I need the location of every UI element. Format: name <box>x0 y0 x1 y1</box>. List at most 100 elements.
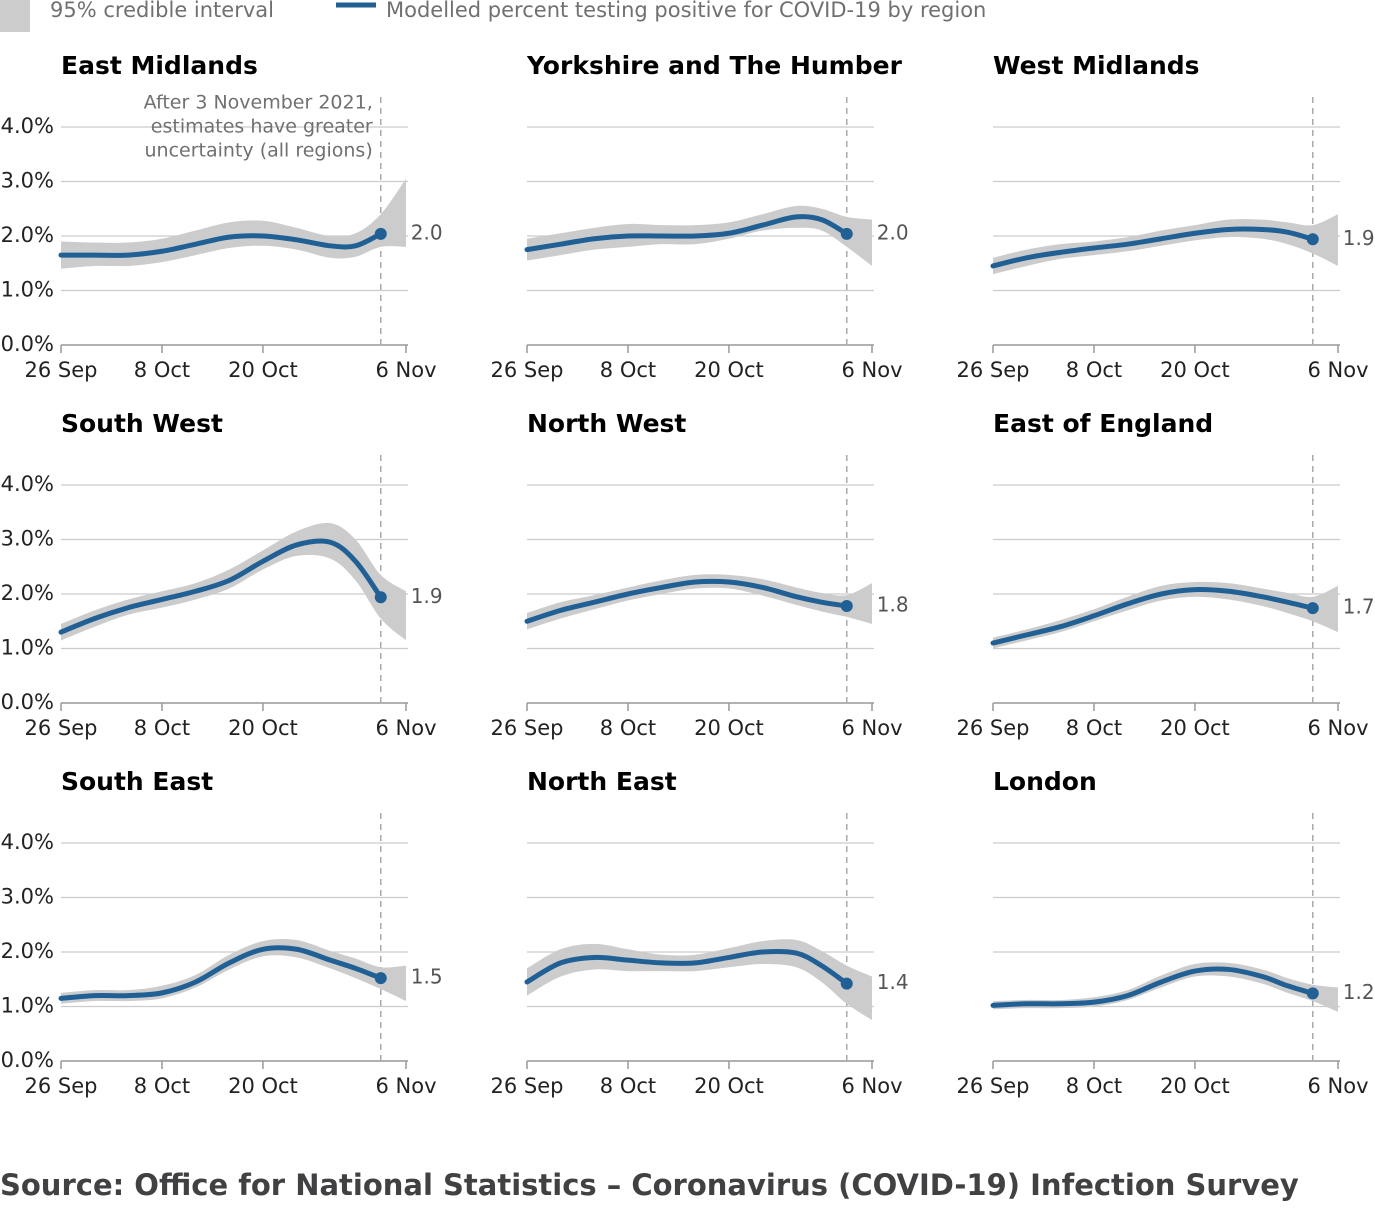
x-tick-label: 8 Oct <box>134 716 190 740</box>
value-label: 2.0 <box>877 220 909 244</box>
value-label: 1.4 <box>877 970 909 994</box>
x-tick-label: 6 Nov <box>375 358 436 382</box>
value-label: 1.9 <box>411 584 443 608</box>
x-tick-label: 26 Sep <box>491 1074 564 1098</box>
panel-title: North West <box>527 409 686 438</box>
x-tick-label: 6 Nov <box>1307 716 1368 740</box>
y-tick-label: 2.0% <box>1 581 54 605</box>
panel-title: East Midlands <box>61 51 258 80</box>
x-tick-label: 26 Sep <box>491 716 564 740</box>
panel-title: Yorkshire and The Humber <box>526 51 903 80</box>
x-tick-label: 8 Oct <box>600 716 656 740</box>
panel-title: East of England <box>993 409 1213 438</box>
panel-title: South East <box>61 767 213 796</box>
y-tick-label: 4.0% <box>1 472 54 496</box>
x-tick-label: 8 Oct <box>134 1074 190 1098</box>
end-point <box>374 591 387 604</box>
value-label: 1.5 <box>411 965 443 989</box>
x-tick-label: 8 Oct <box>1066 716 1122 740</box>
x-tick-label: 20 Oct <box>694 358 764 382</box>
x-tick-label: 26 Sep <box>25 358 98 382</box>
value-label: 2.0 <box>411 220 443 244</box>
value-label: 1.9 <box>1343 226 1375 250</box>
x-tick-label: 20 Oct <box>228 716 298 740</box>
y-tick-label: 0.0% <box>1 1048 54 1072</box>
x-tick-label: 6 Nov <box>841 1074 902 1098</box>
x-tick-label: 6 Nov <box>841 358 902 382</box>
y-tick-label: 3.0% <box>1 527 54 551</box>
value-label: 1.8 <box>877 592 909 616</box>
x-tick-label: 26 Sep <box>491 358 564 382</box>
credible-band <box>993 214 1338 275</box>
source: Source: Office for National Statistics –… <box>0 1168 1299 1202</box>
line <box>990 587 1316 646</box>
line <box>990 226 1316 269</box>
y-tick-label: 4.0% <box>1 114 54 138</box>
credible-band <box>527 939 872 1021</box>
credible-band <box>61 522 406 641</box>
line <box>990 966 1316 1008</box>
x-tick-label: 8 Oct <box>1066 358 1122 382</box>
panel-title: West Midlands <box>993 51 1200 80</box>
end-point <box>1306 602 1319 615</box>
line <box>58 538 384 635</box>
value-label: 1.7 <box>1343 595 1375 619</box>
x-tick-label: 6 Nov <box>1307 358 1368 382</box>
value-label: 1.2 <box>1343 980 1375 1004</box>
y-tick-label: 1.0% <box>1 636 54 660</box>
annotation: After 3 November 2021, <box>144 92 373 114</box>
annotation: estimates have greater <box>151 116 373 138</box>
x-tick-label: 26 Sep <box>957 716 1030 740</box>
x-tick-label: 20 Oct <box>228 1074 298 1098</box>
y-tick-label: 2.0% <box>1 939 54 963</box>
x-tick-label: 26 Sep <box>957 1074 1030 1098</box>
y-tick-label: 1.0% <box>1 994 54 1018</box>
x-tick-label: 20 Oct <box>694 1074 764 1098</box>
panel-title: South West <box>61 409 223 438</box>
panel-title: London <box>993 767 1097 796</box>
x-tick-label: 6 Nov <box>1307 1074 1368 1098</box>
annotation: uncertainty (all regions) <box>145 140 373 162</box>
x-tick-label: 26 Sep <box>25 716 98 740</box>
end-point <box>374 227 387 240</box>
credible-band <box>993 581 1338 649</box>
y-tick-label: 0.0% <box>1 690 54 714</box>
x-tick-label: 8 Oct <box>600 358 656 382</box>
end-point <box>840 977 853 990</box>
line <box>58 945 384 1001</box>
x-tick-label: 6 Nov <box>375 716 436 740</box>
x-tick-label: 20 Oct <box>1160 1074 1230 1098</box>
y-tick-label: 0.0% <box>1 332 54 356</box>
x-tick-label: 26 Sep <box>25 1074 98 1098</box>
line <box>524 214 850 253</box>
y-tick-label: 1.0% <box>1 278 54 302</box>
line <box>58 231 384 258</box>
line <box>524 948 850 987</box>
end-point <box>374 972 387 985</box>
credible-band <box>527 574 872 630</box>
x-tick-label: 8 Oct <box>134 358 190 382</box>
x-tick-label: 6 Nov <box>841 716 902 740</box>
end-point <box>1306 987 1319 1000</box>
x-tick-label: 20 Oct <box>1160 716 1230 740</box>
legend-label: 95% credible interval <box>50 0 274 22</box>
x-tick-label: 20 Oct <box>694 716 764 740</box>
y-tick-label: 4.0% <box>1 830 54 854</box>
x-tick-label: 8 Oct <box>1066 1074 1122 1098</box>
y-tick-label: 3.0% <box>1 169 54 193</box>
x-tick-label: 6 Nov <box>375 1074 436 1098</box>
y-tick-label: 3.0% <box>1 885 54 909</box>
x-tick-label: 8 Oct <box>600 1074 656 1098</box>
legend-swatch-band <box>0 0 30 32</box>
end-point <box>840 227 853 240</box>
x-tick-label: 20 Oct <box>228 358 298 382</box>
y-tick-label: 2.0% <box>1 223 54 247</box>
panel-title: North East <box>527 767 677 796</box>
x-tick-label: 20 Oct <box>1160 358 1230 382</box>
legend-label: Modelled percent testing positive for CO… <box>386 0 986 22</box>
end-point <box>1306 233 1319 246</box>
end-point <box>840 599 853 612</box>
x-tick-label: 26 Sep <box>957 358 1030 382</box>
